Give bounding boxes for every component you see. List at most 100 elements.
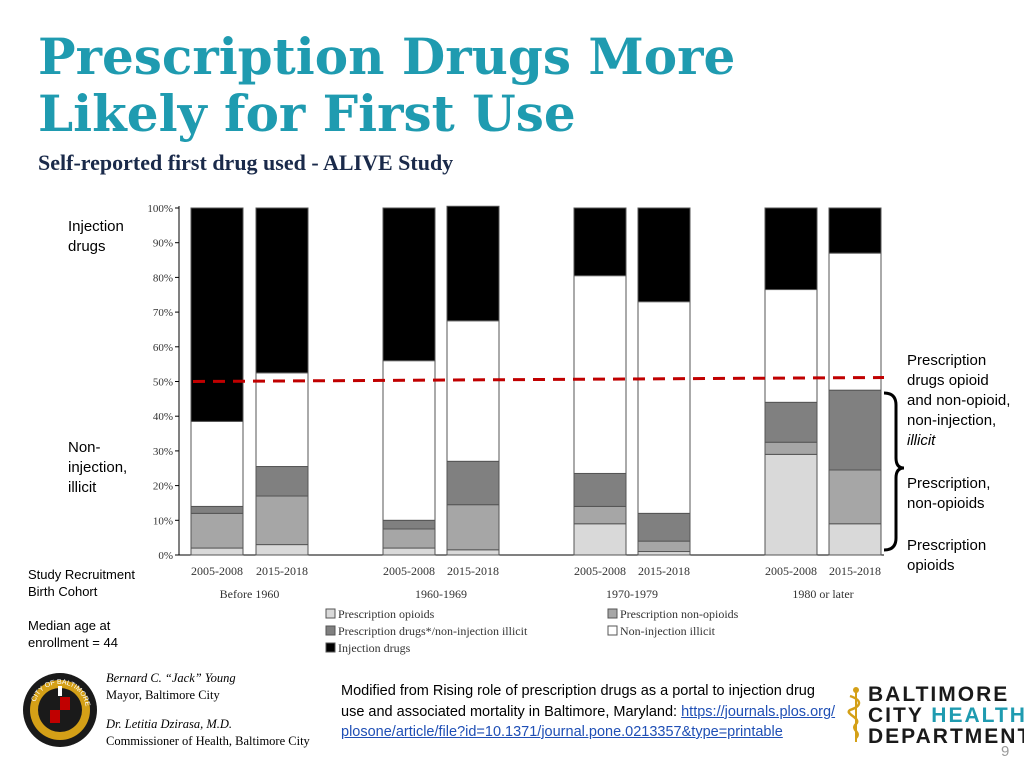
legend-label: Non-injection illicit	[620, 624, 716, 638]
legend-label: Prescription drugs*/non-injection illici…	[338, 624, 528, 638]
bar-segment-rx-nonopioids	[637, 540, 691, 553]
bar-segment-injection	[255, 207, 309, 374]
y-tick-label: 90%	[153, 238, 173, 250]
bar-segment-injection	[828, 207, 882, 254]
bar-segment-injection	[446, 205, 500, 322]
title-line-2: Likely for First Use	[38, 84, 576, 143]
rx-group-label: Prescription drugs opioid and non-opioid…	[907, 352, 1011, 449]
bar-segment-rx-drugs-noninjection	[446, 460, 500, 506]
bar-segment-rx-drugs-noninjection	[382, 519, 436, 530]
y-tick-label: 0%	[158, 550, 173, 562]
bar-segment-noninjection-illicit	[828, 252, 882, 391]
bar-segment-injection	[382, 207, 436, 362]
y-tick-label: 30%	[153, 446, 173, 458]
y-tick-label: 60%	[153, 342, 173, 354]
group-label: 1980 or later	[792, 587, 853, 601]
bar-segment-noninjection-illicit	[764, 289, 818, 403]
bar-segment-noninjection-illicit	[446, 320, 500, 462]
legend-label: Prescription non-opioids	[620, 607, 739, 621]
official-2-name: Dr. Letitia Dzirasa, M.D.	[106, 717, 233, 731]
group-label: 1970-1979	[606, 587, 658, 601]
bar-segment-rx-opioids	[382, 547, 436, 556]
x-tick-label: 2005-2008	[191, 564, 243, 578]
y-tick-label: 20%	[153, 481, 173, 493]
bar-segment-rx-nonopioids	[573, 505, 627, 525]
official-2-title: Commissioner of Health, Baltimore City	[106, 734, 310, 748]
legend-swatch	[607, 608, 618, 619]
group-label: Before 1960	[220, 587, 280, 601]
x-tick-label: 2015-2018	[256, 564, 308, 578]
x-tick-label: 2015-2018	[829, 564, 881, 578]
bar-segment-noninjection-illicit	[637, 301, 691, 514]
official-1-title: Mayor, Baltimore City	[106, 688, 220, 702]
bar-segment-rx-opioids	[764, 453, 818, 556]
bar-segment-rx-drugs-noninjection	[828, 389, 882, 471]
rx-opioids-label: Prescription opioids	[907, 537, 987, 574]
bar-segment-injection	[573, 207, 627, 277]
legend-label: Prescription opioids	[338, 607, 435, 621]
slide-subtitle: Self-reported first drug used - ALIVE St…	[38, 150, 454, 175]
bar-segment-rx-opioids	[828, 523, 882, 556]
group-label: 1960-1969	[415, 587, 467, 601]
rx-nonopioids-label: Prescription, non-opioids	[907, 475, 991, 512]
page-number: 9	[1001, 743, 1010, 760]
x-tick-label: 2005-2008	[383, 564, 435, 578]
logo-line-1: BALTIMORE	[868, 683, 1010, 706]
logo-line-2: CITY HEALTH	[868, 704, 1024, 727]
bar-segment-rx-drugs-noninjection	[255, 466, 309, 497]
city-seal-icon: CITY OF BALTIMORE	[23, 673, 97, 747]
legend-swatch	[325, 608, 336, 619]
x-tick-label: 2005-2008	[765, 564, 817, 578]
bar-segment-rx-opioids	[255, 544, 309, 556]
bar-segment-rx-drugs-noninjection	[764, 401, 818, 443]
officials-block: Bernard C. “Jack” Young Mayor, Baltimore…	[106, 670, 310, 750]
legend-label: Injection drugs	[338, 641, 411, 655]
bar-segment-rx-opioids	[190, 547, 244, 556]
legend-swatch	[607, 625, 618, 636]
bar-segment-rx-drugs-noninjection	[573, 472, 627, 507]
bar-segment-rx-nonopioids	[255, 495, 309, 546]
fifty-percent-reference-line	[192, 376, 885, 383]
bar-segment-rx-drugs-noninjection	[190, 505, 244, 514]
bar-segment-injection	[764, 207, 818, 291]
citation-text: Modified from Rising role of prescriptio…	[341, 683, 815, 720]
citation-link[interactable]: https://journals.plos.org/plosone/articl…	[341, 703, 836, 741]
legend-swatch	[325, 642, 336, 653]
non-injection-illicit-label: Non- injection, illicit	[68, 439, 128, 496]
y-tick-label: 80%	[153, 272, 173, 284]
cohort-note: Study Recruitment Birth Cohort	[28, 567, 135, 599]
bar-segment-injection	[190, 207, 244, 422]
health-department-logo: BALTIMORE CITY HEALTH DEPARTMENT	[868, 684, 1024, 747]
median-age-note: Median age at enrollment = 44	[28, 618, 118, 650]
bar-segment-rx-opioids	[573, 523, 627, 556]
bar-segment-noninjection-illicit	[573, 275, 627, 474]
official-1-name: Bernard C. “Jack” Young	[106, 671, 236, 685]
y-tick-label: 50%	[153, 377, 173, 389]
y-tick-label: 100%	[147, 203, 173, 215]
bar-segment-rx-nonopioids	[446, 504, 500, 551]
bar-segment-rx-opioids	[637, 551, 691, 556]
y-tick-label: 40%	[153, 411, 173, 423]
x-tick-label: 2015-2018	[447, 564, 499, 578]
title-line-1: Prescription Drugs More	[38, 27, 736, 86]
bar-segment-rx-nonopioids	[764, 441, 818, 455]
right-bracket	[883, 391, 905, 552]
citation: Modified from Rising role of prescriptio…	[341, 681, 841, 743]
y-tick-label: 10%	[153, 515, 173, 527]
bar-segment-rx-drugs-noninjection	[637, 512, 691, 542]
x-tick-label: 2015-2018	[638, 564, 690, 578]
caduceus-logo-icon	[847, 687, 861, 742]
bar-segment-rx-nonopioids	[190, 512, 244, 549]
injection-drugs-label: Injection drugs	[68, 218, 124, 255]
bar-segment-rx-nonopioids	[828, 469, 882, 525]
y-tick-label: 70%	[153, 307, 173, 319]
legend-swatch	[325, 625, 336, 636]
bar-segment-noninjection-illicit	[255, 372, 309, 468]
bar-segment-noninjection-illicit	[190, 420, 244, 507]
bar-segment-rx-opioids	[446, 549, 500, 556]
x-tick-label: 2005-2008	[574, 564, 626, 578]
logo-line-3: DEPARTMENT	[868, 725, 1024, 748]
bar-segment-injection	[637, 207, 691, 303]
bar-segment-rx-nonopioids	[382, 528, 436, 549]
